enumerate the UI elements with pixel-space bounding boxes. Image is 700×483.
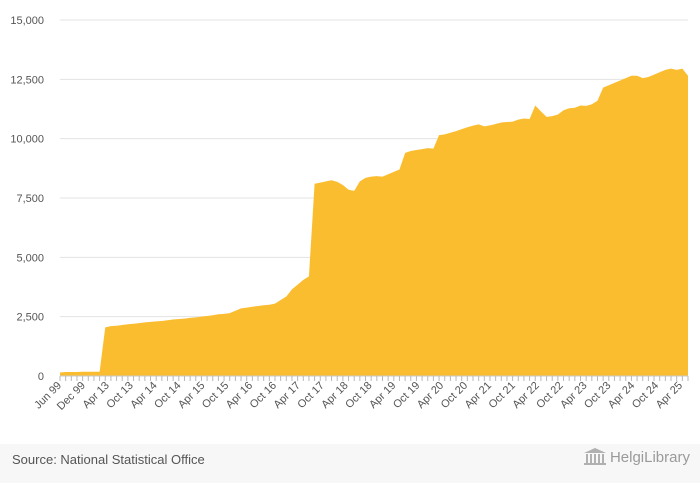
- y-tick-label: 0: [38, 371, 44, 383]
- chart: 0 2,500 5,000 7,500 10,000 12,500 15,000 Jun 9…: [10, 15, 689, 413]
- y-tick-label: 5,000: [16, 252, 44, 264]
- y-tick-label: 7,500: [16, 193, 44, 205]
- area-series: [60, 68, 688, 377]
- brand-logo[interactable]: HelgiLibrary: [583, 448, 690, 466]
- y-tick-label: 12,500: [10, 74, 44, 86]
- y-tick-label: 2,500: [16, 312, 44, 324]
- x-tick-label: Apr 25: [654, 380, 685, 411]
- source-note: Source: National Statistical Office: [12, 452, 205, 467]
- y-tick-label: 15,000: [10, 15, 44, 27]
- y-tick-label: 10,000: [10, 134, 44, 146]
- footer-bar: [0, 444, 700, 483]
- y-axis-labels: 0 2,500 5,000 7,500 10,000 12,500 15,000: [10, 15, 44, 383]
- x-axis: [59, 375, 689, 381]
- brand-name: HelgiLibrary: [609, 448, 690, 466]
- library-building-icon: [583, 448, 606, 465]
